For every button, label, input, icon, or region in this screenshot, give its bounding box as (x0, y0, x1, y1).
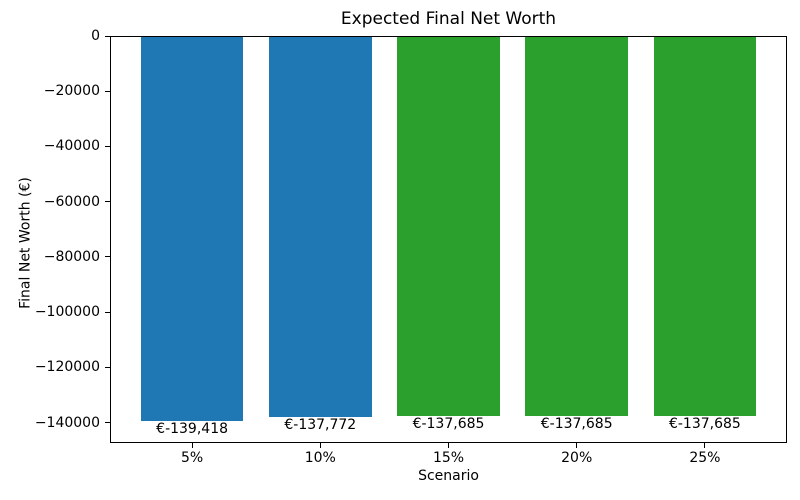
bar (397, 36, 500, 417)
y-tick-label: 0 (91, 28, 100, 44)
y-tick-mark (105, 422, 110, 424)
y-tick-label: −20000 (43, 83, 100, 100)
y-tick-label: −100000 (34, 304, 100, 321)
x-tick-mark (448, 443, 449, 448)
y-tick-label: −140000 (34, 414, 100, 431)
y-tick-label: −120000 (34, 359, 100, 376)
bar-value-label: €-139,418 (156, 421, 229, 437)
y-tick-mark (105, 256, 110, 258)
y-tick-mark (105, 311, 110, 313)
x-tick-label: 15% (432, 450, 465, 466)
x-tick-mark (319, 443, 321, 448)
x-tick-label: 5% (180, 450, 204, 466)
chart-title: Expected Final Net Worth (340, 9, 557, 29)
x-axis-label: Scenario (418, 468, 479, 484)
y-tick-mark (105, 201, 110, 203)
y-tick-label: −80000 (43, 248, 100, 265)
y-tick-mark (105, 145, 110, 147)
bar (140, 36, 244, 421)
x-tick-mark (576, 443, 578, 448)
y-tick-label: −40000 (43, 138, 100, 155)
bar-value-label: €-137,685 (540, 416, 613, 433)
y-axis-label: Final Net Worth (€) (17, 177, 34, 309)
bar (269, 36, 372, 417)
x-tick-label: 25% (689, 450, 721, 466)
x-tick-mark (704, 443, 706, 448)
bar-value-label: €-137,685 (412, 416, 485, 433)
bar (525, 36, 628, 417)
x-tick-label: 10% (304, 450, 336, 466)
x-tick-mark (191, 443, 193, 448)
bar (653, 36, 757, 417)
y-tick-label: −60000 (43, 193, 100, 210)
y-tick-mark (105, 35, 110, 37)
y-tick-mark (105, 90, 110, 92)
x-tick-label: 20% (561, 450, 593, 466)
bar-value-label: €-137,685 (668, 416, 741, 433)
y-tick-mark (105, 366, 110, 368)
bar-value-label: €-137,772 (284, 416, 357, 433)
